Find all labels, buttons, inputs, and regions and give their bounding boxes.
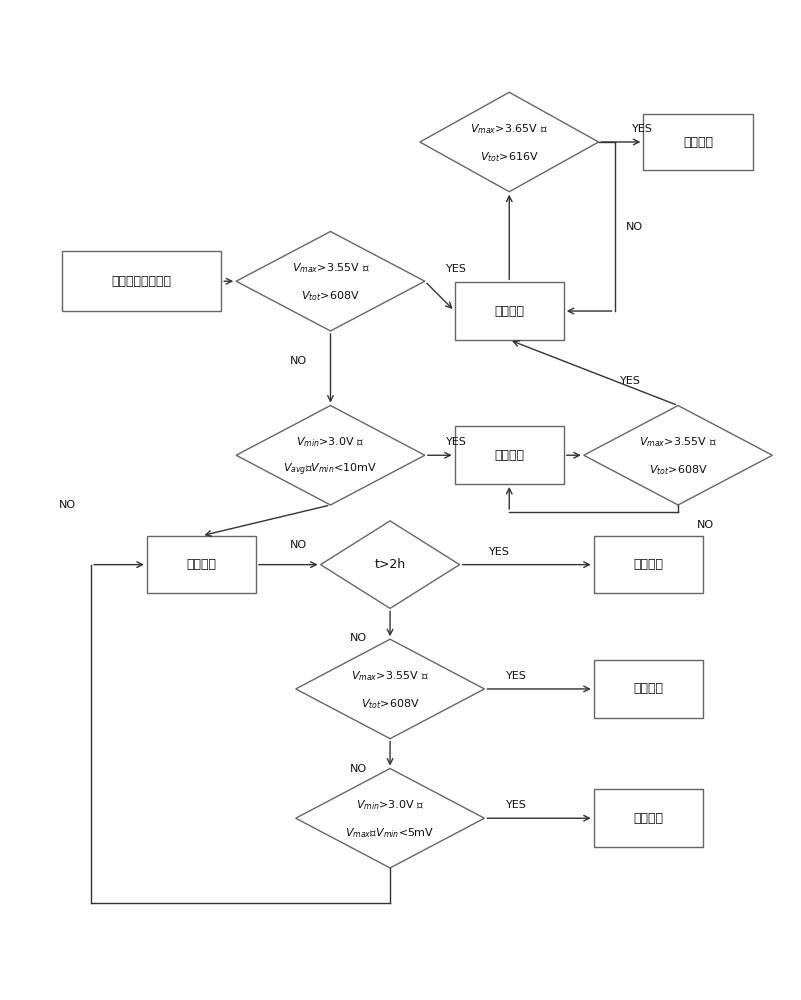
Polygon shape [296,768,485,868]
Text: $V_{min}$>3.0V 并: $V_{min}$>3.0V 并 [296,435,364,449]
Polygon shape [420,92,598,192]
Text: 第二阶段: 第二阶段 [494,449,524,462]
Text: YES: YES [632,124,653,134]
Text: NO: NO [698,520,714,530]
Text: $V_{avg}$－$V_{min}$<10mV: $V_{avg}$－$V_{min}$<10mV [284,462,377,478]
Text: $V_{tot}$>608V: $V_{tot}$>608V [649,463,707,477]
Polygon shape [296,639,485,739]
Text: YES: YES [505,671,527,681]
Text: 第二阶段: 第二阶段 [634,558,663,571]
Bar [62,251,221,311]
Text: $V_{max}$>3.55V 或: $V_{max}$>3.55V 或 [351,669,429,683]
Text: NO: NO [290,540,308,550]
Text: $V_{tot}$>608V: $V_{tot}$>608V [301,289,360,303]
Text: 第一阶段: 第一阶段 [187,558,216,571]
Text: $V_{max}$>3.65V 或: $V_{max}$>3.65V 或 [470,122,548,136]
Text: NO: NO [350,764,367,774]
Text: 采集电池单体电压: 采集电池单体电压 [112,275,171,288]
Text: 第二阶段: 第二阶段 [634,812,663,825]
Text: $V_{max}$－$V_{min}$<5mV: $V_{max}$－$V_{min}$<5mV [345,826,435,840]
Text: NO: NO [58,500,76,510]
Bar [594,660,703,718]
Bar [455,426,564,484]
Text: YES: YES [489,547,509,557]
Bar [455,282,564,340]
Text: YES: YES [446,264,467,274]
Text: NO: NO [290,356,308,366]
Bar [643,114,753,170]
Text: $V_{max}$>3.55V 或: $V_{max}$>3.55V 或 [639,435,717,449]
Text: t>2h: t>2h [375,558,405,571]
Text: $V_{max}$>3.55V 或: $V_{max}$>3.55V 或 [292,261,369,275]
Text: YES: YES [446,437,467,447]
Bar [594,536,703,593]
Polygon shape [236,232,425,331]
Polygon shape [320,521,460,608]
Polygon shape [584,406,772,505]
Polygon shape [236,406,425,505]
Text: $V_{min}$>3.0V 并: $V_{min}$>3.0V 并 [356,798,425,812]
Text: NO: NO [626,222,643,232]
Text: NO: NO [350,633,367,643]
Text: 第三阶段: 第三阶段 [634,682,663,695]
Text: 第三阶段: 第三阶段 [494,305,524,318]
Text: $V_{tot}$>608V: $V_{tot}$>608V [360,697,420,711]
Bar [147,536,256,593]
Text: $V_{tot}$>616V: $V_{tot}$>616V [480,150,538,164]
Bar [594,789,703,847]
Text: YES: YES [505,800,527,810]
Text: YES: YES [620,376,641,386]
Text: 充电停止: 充电停止 [683,135,713,148]
